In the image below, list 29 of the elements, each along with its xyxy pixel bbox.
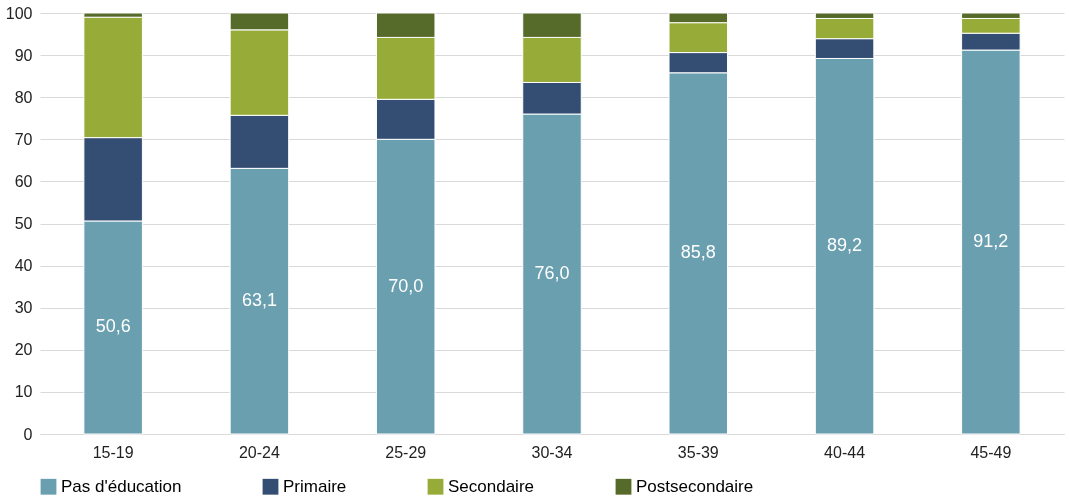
data-label: 70,0	[388, 275, 424, 296]
data-label: 76,0	[534, 263, 570, 284]
x-tick-label: 25-29	[385, 443, 427, 461]
y-tick-label: 60	[14, 172, 33, 190]
data-label: 89,2	[827, 235, 863, 256]
x-tick-label: 20-24	[238, 443, 280, 461]
y-tick-label: 50	[14, 215, 33, 232]
x-tick-label: 30-34	[531, 443, 573, 461]
y-tick-label: 30	[14, 299, 33, 317]
legend-label: Pas d'éducation	[61, 476, 182, 496]
legend-label: Postsecondaire	[636, 476, 754, 496]
x-tick-label: 15-19	[92, 443, 134, 461]
y-tick-label: 40	[14, 257, 33, 275]
x-tick-label: 35-39	[677, 443, 719, 461]
data-label: 85,8	[680, 242, 716, 263]
y-tick-label: 10	[14, 383, 33, 401]
y-tick-label: 20	[14, 341, 33, 359]
legend-label: Primaire	[283, 476, 347, 496]
x-tick-label: 45-49	[970, 443, 1012, 461]
data-label: 91,2	[973, 231, 1009, 252]
y-tick-label: 90	[14, 46, 33, 64]
y-tick-label: 0	[23, 425, 33, 443]
y-tick-label: 100	[5, 4, 33, 22]
data-label: 63,1	[241, 290, 277, 311]
x-tick-label: 40-44	[824, 443, 866, 461]
data-label: 50,6	[95, 316, 131, 337]
legend-label: Secondaire	[448, 476, 535, 496]
y-tick-label: 80	[14, 88, 33, 106]
y-tick-label: 70	[14, 130, 33, 148]
